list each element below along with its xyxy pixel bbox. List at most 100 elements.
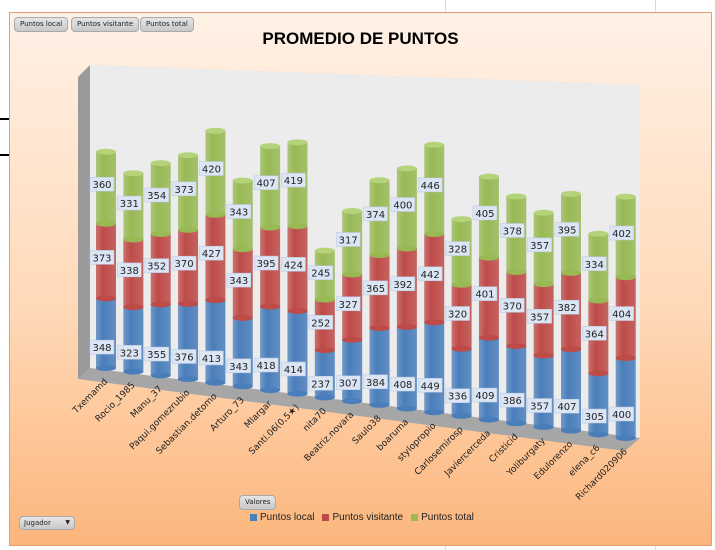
bar-cap: [232, 246, 253, 253]
data-label: 343: [226, 358, 252, 374]
data-label: 392: [390, 276, 416, 292]
data-label-box: [472, 205, 498, 221]
data-label-text: 305: [585, 412, 604, 423]
data-label-text: 395: [557, 225, 576, 236]
values-button[interactable]: Valores: [239, 495, 277, 510]
legend-item-total: Puntos total: [411, 512, 474, 523]
bar-cap: [506, 420, 527, 427]
bar-top-cap: [560, 190, 581, 197]
data-label: 252: [308, 315, 334, 330]
pivot-chart[interactable]: Puntos local Puntos visitante Puntos tot…: [9, 12, 712, 546]
data-label-text: 320: [448, 309, 467, 320]
data-label: 405: [472, 205, 498, 221]
data-label: 404: [609, 306, 634, 321]
data-label-text: 328: [448, 245, 467, 256]
data-label: 352: [144, 258, 169, 273]
data-label-text: 374: [366, 210, 385, 221]
data-label-text: 348: [92, 343, 111, 354]
data-label-text: 343: [229, 207, 248, 218]
bar-cap: [424, 231, 445, 238]
bar-puntos-local: [232, 317, 253, 387]
legend-label: Puntos local: [260, 512, 315, 523]
data-label-box: [281, 257, 306, 272]
bar-cap: [615, 274, 636, 281]
data-label-text: 404: [612, 310, 631, 321]
data-label-text: 373: [92, 253, 111, 264]
side-wall: [78, 65, 90, 379]
jugador-dropdown[interactable]: Jugador ▼: [19, 516, 75, 530]
bar-top-cap: [451, 216, 472, 223]
data-label-text: 400: [393, 201, 412, 212]
data-label: 343: [226, 272, 252, 288]
bar-cap: [588, 297, 609, 304]
bar-cap: [205, 297, 226, 304]
bar-cap: [615, 435, 636, 441]
data-label-box: [390, 276, 416, 292]
data-label-box: [117, 262, 142, 278]
data-label-box: [417, 266, 443, 282]
bar-cap: [178, 300, 199, 307]
data-label-text: 252: [311, 318, 330, 329]
bar-top-cap: [287, 139, 308, 146]
bar-cap: [123, 304, 144, 311]
data-label-text: 392: [393, 280, 412, 291]
bar-cap: [287, 223, 308, 230]
bar-top-cap: [205, 127, 226, 134]
data-label-text: 382: [557, 303, 576, 314]
data-label: 357: [527, 398, 552, 413]
data-label: 373: [89, 250, 115, 265]
data-label-text: 355: [147, 350, 166, 361]
data-label-box: [363, 206, 388, 222]
bar-cap: [150, 230, 171, 237]
data-label-box: [417, 378, 443, 393]
data-label-box: [144, 258, 169, 273]
data-label-box: [144, 187, 169, 203]
data-label: 328: [445, 241, 470, 256]
data-label: 327: [335, 296, 361, 312]
data-label-text: 413: [202, 354, 221, 365]
bar-cap: [205, 211, 226, 218]
data-label-text: 401: [475, 290, 494, 301]
data-label-text: 245: [311, 269, 330, 280]
data-label-text: 357: [530, 241, 549, 252]
data-label: 370: [500, 298, 525, 313]
bar-cap: [451, 345, 472, 352]
bar-cap: [506, 269, 527, 276]
bar-cap: [96, 220, 116, 227]
bar-cap: [588, 370, 609, 377]
field-button-puntos-local[interactable]: Puntos local: [14, 17, 69, 32]
data-label: 374: [363, 206, 388, 222]
bar-cap: [232, 314, 253, 321]
data-label-text: 419: [284, 176, 303, 187]
data-label-text: 414: [284, 365, 303, 376]
bar-cap: [287, 390, 308, 397]
data-label: 317: [335, 232, 361, 247]
data-label: 420: [199, 161, 224, 176]
data-label-text: 378: [503, 226, 522, 237]
data-label-box: [253, 175, 279, 190]
bar-cap: [424, 409, 445, 416]
data-label-text: 360: [92, 180, 111, 191]
data-label-text: 364: [585, 329, 604, 340]
data-label-text: 338: [120, 266, 139, 277]
legend: Puntos local Puntos visitante Puntos tot…: [250, 512, 474, 523]
data-label: 331: [117, 195, 142, 211]
data-label-text: 407: [257, 179, 276, 190]
bar-cap: [560, 269, 581, 276]
data-label-box: [226, 204, 252, 219]
data-label: 442: [417, 266, 443, 282]
bar-cap: [369, 401, 390, 408]
data-label-box: [445, 306, 470, 321]
data-label-box: [171, 255, 197, 271]
field-button-puntos-visitante[interactable]: Puntos visitante: [71, 17, 140, 32]
data-label-box: [226, 358, 252, 374]
field-button-puntos-total[interactable]: Puntos total: [140, 17, 194, 32]
bar-puntos-local: [342, 339, 363, 402]
legend-label: Puntos visitante: [332, 512, 404, 523]
bar-top-cap: [478, 173, 499, 180]
bar-top-cap: [260, 143, 281, 150]
data-label: 407: [253, 175, 279, 190]
data-label: 357: [527, 309, 552, 324]
bar-cap: [478, 334, 499, 341]
data-label-text: 343: [229, 362, 248, 373]
